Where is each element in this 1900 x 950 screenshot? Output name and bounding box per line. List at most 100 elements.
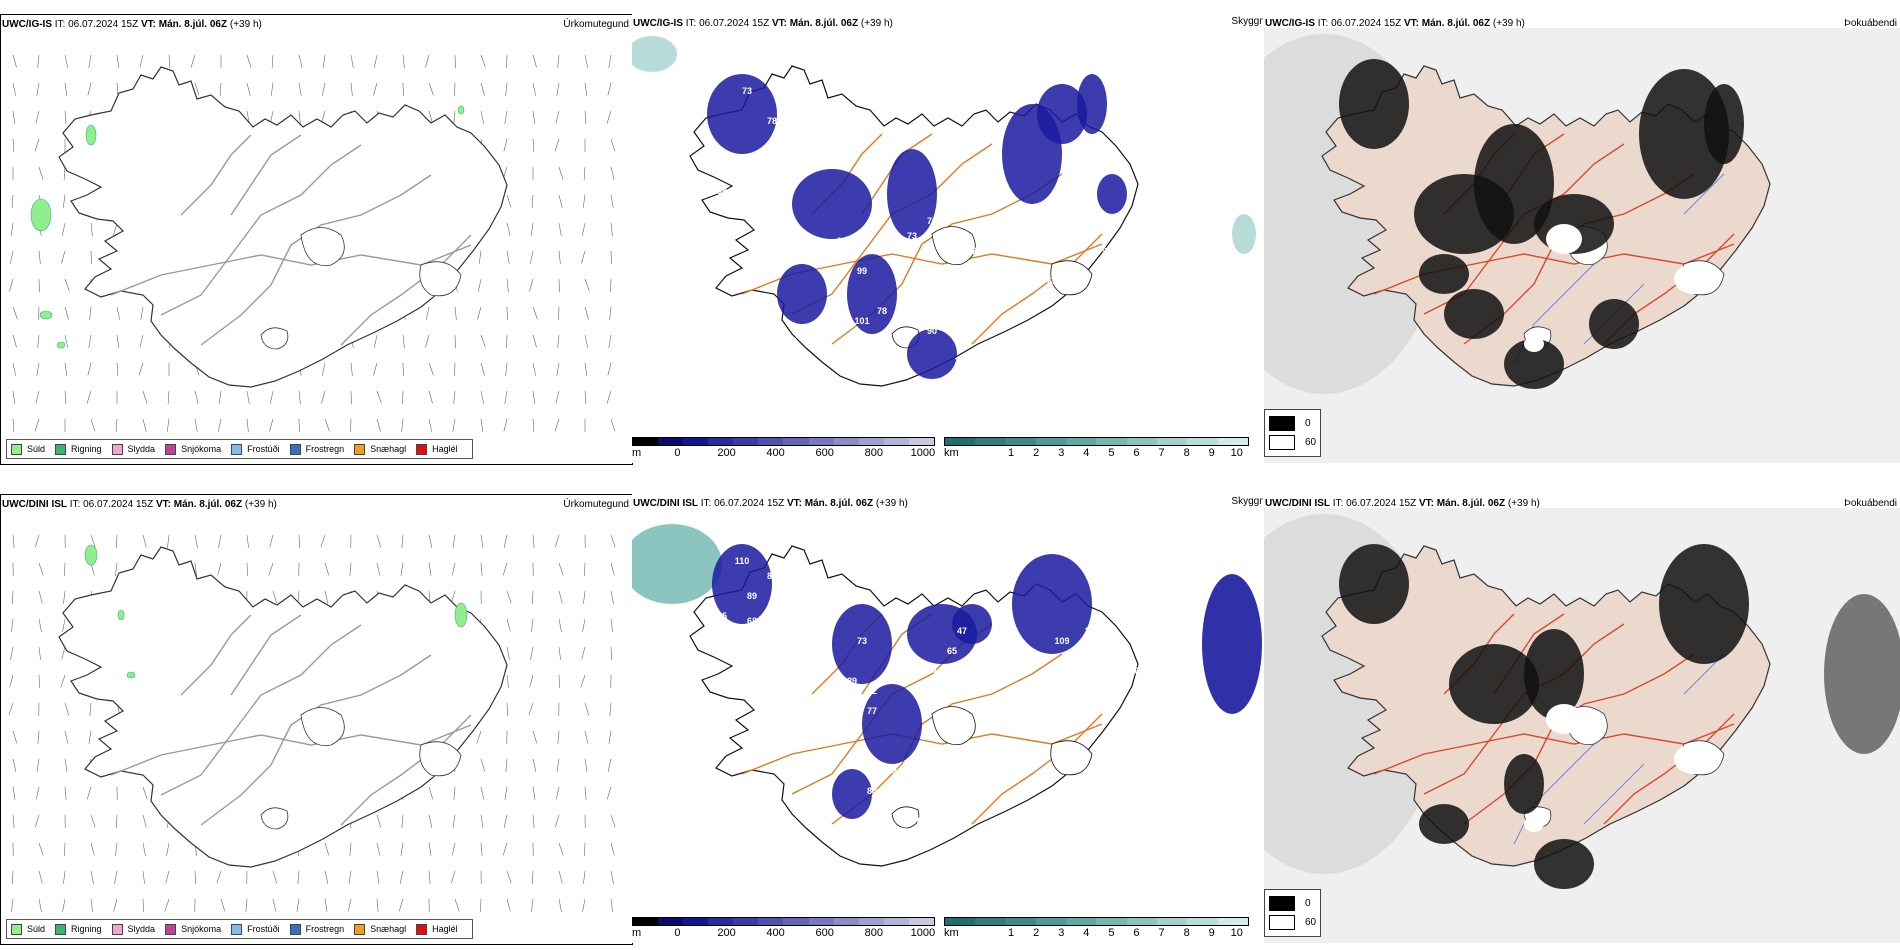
wind-barb xyxy=(558,222,562,236)
cloud-base-label: 81 xyxy=(767,571,777,581)
wind-barb xyxy=(505,362,508,376)
precip-legend-item: Haglél xyxy=(416,923,458,935)
wind-barb xyxy=(557,730,560,744)
wind-barb xyxy=(555,786,560,800)
colorbar-tick-label: 600 xyxy=(815,927,834,939)
wind-barb xyxy=(558,250,561,264)
legend-swatch xyxy=(231,923,243,935)
wind-barb xyxy=(506,674,509,688)
wind-barb xyxy=(531,898,534,912)
cloud-base-label: 47 xyxy=(957,626,967,636)
wind-barb xyxy=(140,306,144,320)
colorbar-tick-label: 6 xyxy=(1133,447,1140,459)
colorbar-step xyxy=(858,438,884,445)
wind-barb xyxy=(216,870,222,884)
wind-barb xyxy=(606,390,612,404)
panel-title: Þokuábendi xyxy=(1844,498,1897,509)
road-line xyxy=(340,714,472,826)
iceland-landmass xyxy=(58,546,508,868)
precip-patch xyxy=(117,609,125,621)
glacier-outline xyxy=(1050,740,1093,776)
wind-barb xyxy=(607,362,612,376)
wind-barb xyxy=(584,306,589,320)
wind-barb xyxy=(583,870,586,884)
colorbar-step xyxy=(1126,438,1158,445)
cloud-base-label: 62 xyxy=(967,246,977,256)
wind-barb xyxy=(531,618,534,632)
wind-barb xyxy=(503,814,508,828)
wind-barb xyxy=(607,82,612,96)
cloud-area xyxy=(1037,84,1087,144)
wind-barb xyxy=(555,390,560,404)
wind-barb xyxy=(298,82,302,96)
wind-barb xyxy=(11,898,14,912)
wind-barb xyxy=(584,730,589,744)
cloud-base-label: 45 xyxy=(727,66,737,76)
fog-area xyxy=(1639,69,1729,199)
wind-barb xyxy=(505,758,508,772)
wind-barb xyxy=(62,618,66,632)
wind-barb xyxy=(451,842,456,856)
wind-barb xyxy=(606,786,612,800)
wind-barb xyxy=(606,110,612,124)
wind-barb xyxy=(584,110,587,124)
panel-header: UWC/DINI ISL IT: 06.07.2024 15Z VT: Mán.… xyxy=(633,498,908,509)
wind-barb xyxy=(376,814,382,828)
legend-label: Súld xyxy=(27,444,46,454)
wind-barb xyxy=(35,786,40,800)
wind-barb xyxy=(116,814,118,828)
legend-swatch xyxy=(1269,416,1295,431)
colorbar-tick-label: 5 xyxy=(1108,447,1115,459)
wind-barb xyxy=(505,82,508,96)
cloud-base-label: 63 xyxy=(717,641,727,651)
wind-barb xyxy=(532,82,536,96)
legend-swatch xyxy=(111,923,123,935)
wind-barb xyxy=(90,870,94,884)
wind-barb xyxy=(532,390,536,404)
legend-swatch xyxy=(354,443,366,455)
wind-barb xyxy=(502,842,508,856)
cloud-base-label: 79 xyxy=(1127,266,1137,276)
wind-barb xyxy=(610,418,616,432)
panel-header: UWC/IG-IS IT: 06.07.2024 15Z VT: Mán. 8.… xyxy=(633,18,893,29)
legend-swatch xyxy=(111,443,123,455)
wind-barb xyxy=(425,54,430,68)
cloud-base-label: 65 xyxy=(987,646,997,656)
colorbar-ticks: m 0 200 400 600 800 1000 xyxy=(632,926,935,940)
legend-label: Slydda xyxy=(127,924,156,934)
legend-swatch xyxy=(55,443,67,455)
wind-barb xyxy=(115,562,118,576)
colorbar-gradient xyxy=(632,437,935,446)
wind-barb xyxy=(584,278,590,292)
cloud-base-label: 94 xyxy=(837,236,847,246)
wind-barb xyxy=(86,390,92,404)
wind-barb xyxy=(428,362,434,376)
wind-barb xyxy=(35,110,40,124)
glacier-area xyxy=(1546,704,1582,734)
wind-barb xyxy=(532,418,535,432)
colorbar-tick-label: 2 xyxy=(1033,927,1040,939)
wind-barb xyxy=(554,814,560,828)
legend-swatch xyxy=(165,923,177,935)
wind-barb xyxy=(36,362,40,376)
colorbar-tick-label: 9 xyxy=(1208,927,1215,939)
wind-barb xyxy=(480,898,482,912)
wind-barb xyxy=(401,418,404,432)
legend-label: Haglél xyxy=(432,444,458,454)
wind-barb xyxy=(90,222,93,236)
wind-barb xyxy=(64,334,68,348)
colorbar-unit: km xyxy=(944,927,959,939)
road-line xyxy=(1373,723,1735,775)
wind-barb xyxy=(376,898,379,912)
wind-barb xyxy=(142,786,148,800)
colorbar-step xyxy=(633,918,659,925)
cloud-base-label: 54 xyxy=(887,246,897,256)
precip-map xyxy=(8,534,616,913)
precip-legend-item: Haglél xyxy=(416,443,458,455)
colorbar-unit: m xyxy=(632,927,642,939)
wind-barb xyxy=(503,418,508,432)
wind-barb xyxy=(584,334,588,348)
wind-barb xyxy=(87,82,92,96)
wind-barb xyxy=(532,110,536,124)
colorbar-step xyxy=(808,918,834,925)
